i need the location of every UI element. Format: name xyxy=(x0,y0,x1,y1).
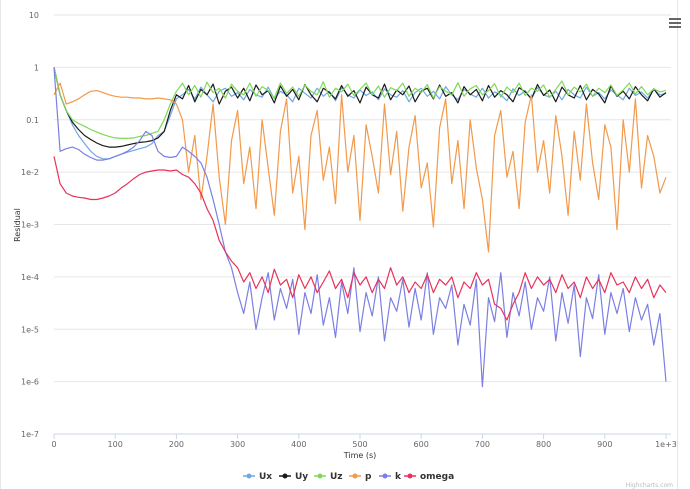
y-tick-label: 10 xyxy=(29,11,39,20)
y-tick-label: 1e-3 xyxy=(21,221,39,230)
legend-item-k[interactable]: k xyxy=(379,472,402,482)
legend-label: Ux xyxy=(259,472,272,482)
y-tick-label: 1e-5 xyxy=(21,325,39,334)
x-tick-label: 400 xyxy=(291,440,306,449)
x-tick-label: 200 xyxy=(169,440,184,449)
y-tick-label: 1e-7 xyxy=(21,430,39,439)
legend-label: Uy xyxy=(295,472,308,482)
y-tick-label: 1 xyxy=(34,63,39,72)
legend-label: Uz xyxy=(330,472,343,482)
legend-item-Uz[interactable]: Uz xyxy=(314,472,343,482)
legend-item-omega[interactable]: omega xyxy=(404,472,454,482)
grid xyxy=(54,14,671,435)
legend-marker-icon xyxy=(382,473,388,479)
legend-label: k xyxy=(395,472,402,482)
legend-marker-icon xyxy=(352,473,358,479)
legend-label: omega xyxy=(420,472,454,482)
y-tick-label: 0.1 xyxy=(26,116,39,125)
menu-icon[interactable] xyxy=(669,18,681,28)
x-tick-label: 600 xyxy=(414,440,429,449)
y-axis-ticks: 10 1 0.1 1e-2 1e-3 1e-4 1e-5 1e-6 1e-7 xyxy=(21,11,39,439)
series-line-Ux xyxy=(53,67,667,160)
legend-marker-icon xyxy=(317,473,323,479)
y-tick-label: 1e-4 xyxy=(21,273,39,282)
x-tick-label: 100 xyxy=(108,440,123,449)
x-axis-title: Time (s) xyxy=(343,451,377,460)
series-line-p xyxy=(53,82,667,253)
x-tick-label: 1e+3 xyxy=(655,440,677,449)
x-tick-label: 700 xyxy=(475,440,490,449)
legend: Ux Uy Uz p k omega xyxy=(243,472,454,482)
series-line-Uz xyxy=(53,67,667,139)
legend-marker-icon xyxy=(282,473,288,479)
series-line-omega xyxy=(53,156,667,321)
series-line-Uy xyxy=(53,67,667,148)
legend-label: p xyxy=(365,472,372,482)
legend-item-p[interactable]: p xyxy=(349,472,372,482)
x-axis-ticks: 0 100 200 300 400 500 600 700 800 900 1e+3 xyxy=(51,434,677,449)
y-axis-title: Residual xyxy=(13,208,22,242)
y-tick-label: 1e-2 xyxy=(21,168,39,177)
x-tick-label: 900 xyxy=(597,440,612,449)
series-line-k xyxy=(53,67,667,388)
legend-marker-icon xyxy=(407,473,413,479)
legend-item-Uy[interactable]: Uy xyxy=(279,472,308,482)
x-tick-label: 500 xyxy=(352,440,367,449)
y-tick-label: 1e-6 xyxy=(21,378,39,387)
legend-item-Ux[interactable]: Ux xyxy=(243,472,272,482)
legend-marker-icon xyxy=(246,473,252,479)
x-tick-label: 300 xyxy=(230,440,245,449)
series-lines xyxy=(53,67,667,388)
x-tick-label: 800 xyxy=(536,440,551,449)
credit-link[interactable]: Highcharts.com xyxy=(626,482,673,489)
x-tick-label: 0 xyxy=(51,440,56,449)
